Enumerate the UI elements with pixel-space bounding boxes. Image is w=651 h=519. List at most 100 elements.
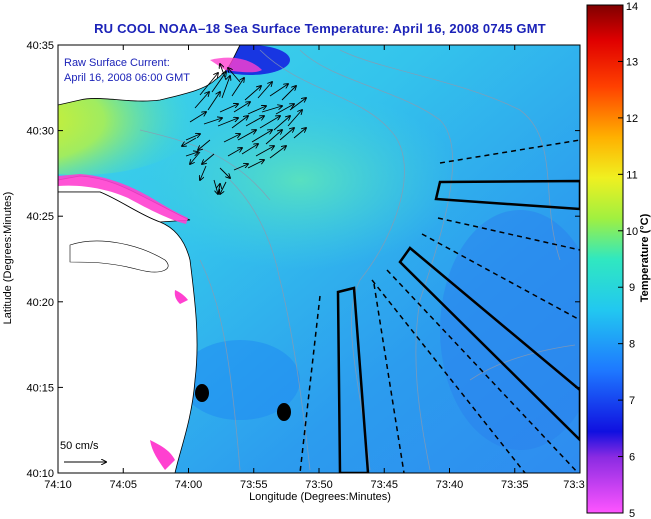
arrow-icon <box>213 179 218 194</box>
transect-box-south <box>336 286 370 473</box>
arrow-icon <box>189 112 206 123</box>
x-tick-label: 73:50 <box>305 479 333 491</box>
x-tick-label: 73:40 <box>436 479 464 491</box>
arrow-icon <box>185 134 200 141</box>
current-label-line1: Raw Surface Current: <box>64 57 170 69</box>
transect-box-east <box>434 179 580 211</box>
x-tick-label: 74:00 <box>175 479 203 491</box>
arrow-icon <box>217 118 238 127</box>
arrow-icon <box>265 130 282 145</box>
bathymetry-contours <box>139 49 576 471</box>
arrow-icon <box>231 78 244 97</box>
survey-line-7 <box>373 283 405 473</box>
land-coast <box>58 191 198 473</box>
arrow-icon <box>233 164 248 171</box>
arrow-icon <box>287 110 302 127</box>
survey-lines <box>299 139 580 473</box>
buoy-marker-1 <box>195 384 209 402</box>
arrow-icon <box>233 102 250 113</box>
arrow-icon <box>261 106 282 113</box>
arrow-icon <box>247 160 264 169</box>
x-tick-label: 73:3 <box>563 479 584 491</box>
arrow-icon <box>245 116 264 127</box>
y-tick-label: 40:30 <box>26 126 54 138</box>
colorbar-tick-label: 8 <box>629 339 635 351</box>
mid-water-patch <box>140 90 460 270</box>
arrow-icon <box>185 152 198 157</box>
cold-fringe-south <box>150 440 175 470</box>
survey-line-6 <box>299 295 321 473</box>
plot-area <box>58 45 580 473</box>
arrow-icon <box>203 118 222 125</box>
buoy-marker-2 <box>277 403 291 421</box>
arrow-icon <box>293 128 306 139</box>
arrow-icon <box>200 165 207 180</box>
colorbar-tick-label: 12 <box>626 113 638 125</box>
arrow-icon <box>259 116 280 129</box>
arrow-icon <box>247 106 266 115</box>
current-label-line2: April 16, 2008 06:00 GMT <box>64 72 190 84</box>
arrow-icon <box>221 76 230 99</box>
survey-line-2 <box>437 217 580 251</box>
current-vectors <box>182 64 306 194</box>
y-tick-label: 40:35 <box>26 40 54 52</box>
arrow-icon <box>219 167 230 178</box>
cool-offshore-patch <box>440 210 580 450</box>
y-tick-label: 40:15 <box>26 382 54 394</box>
arrow-icon <box>199 73 218 96</box>
arrow-icon <box>220 64 227 81</box>
x-tick-label: 74:05 <box>109 479 137 491</box>
y-axis-ticks: 40:35 40:30 40:25 40:20 40:15 40:10 <box>26 40 580 480</box>
arrow-icon <box>289 98 306 111</box>
arrow-icon <box>207 92 220 111</box>
arrow-icon <box>279 128 294 141</box>
colorbar-tick-label: 7 <box>629 395 635 407</box>
arrow-icon <box>244 86 261 101</box>
x-tick-label: 73:45 <box>370 479 398 491</box>
arrow-icon <box>198 139 211 150</box>
y-axis-label: Latitude (Degrees:Minutes) <box>2 192 14 325</box>
arrow-icon <box>218 184 220 195</box>
survey-line-1 <box>439 139 580 164</box>
x-axis-label: Longitude (Degrees:Minutes) <box>249 491 391 503</box>
colorbar <box>586 4 624 514</box>
arrow-icon <box>211 72 226 93</box>
colorbar-tick-label: 6 <box>629 452 635 464</box>
colorbar-tick-label: 13 <box>626 56 638 68</box>
arrow-icon <box>281 86 296 101</box>
map-title: RU COOL NOAA–18 Sea Surface Temperature:… <box>94 21 546 36</box>
arrow-icon <box>228 68 241 83</box>
colorbar-tick-label: 5 <box>629 508 635 519</box>
arrow-icon <box>269 84 288 97</box>
arrow-icon <box>257 82 272 99</box>
colorbar-ticks: 14 13 12 11 10 9 8 7 6 5 <box>618 1 638 519</box>
arrow-icon <box>251 130 272 143</box>
x-axis-ticks: 74:10 74:05 74:00 73:55 73:50 73:45 73:40 73:35… <box>44 45 585 491</box>
y-tick-label: 40:25 <box>26 211 54 223</box>
y-tick-label: 40:20 <box>26 297 54 309</box>
survey-boxes <box>336 179 580 473</box>
river-inlet <box>69 240 169 273</box>
colorbar-tick-label: 14 <box>626 1 638 13</box>
arrow-icon <box>202 153 215 164</box>
arrow-icon <box>231 116 248 129</box>
survey-line-4 <box>386 269 580 473</box>
colorbar-tick-label: 10 <box>626 226 638 238</box>
cool-patch <box>180 340 300 420</box>
scale-label: 50 cm/s <box>60 440 99 452</box>
arrow-icon <box>227 148 242 157</box>
cold-fringe-hook <box>58 174 188 224</box>
transect-box-southeast <box>398 246 580 442</box>
arrow-icon <box>220 181 227 194</box>
arrow-icon <box>275 104 294 115</box>
arrow-icon <box>237 130 256 141</box>
arrow-icon <box>194 92 209 109</box>
x-tick-label: 74:10 <box>44 479 72 491</box>
arrow-icon <box>273 116 290 131</box>
cold-fringe-coast <box>174 290 188 304</box>
arrow-icon <box>255 146 274 157</box>
arrow-icon <box>269 146 286 159</box>
arrow-icon <box>241 144 258 155</box>
survey-line-3 <box>421 233 580 321</box>
